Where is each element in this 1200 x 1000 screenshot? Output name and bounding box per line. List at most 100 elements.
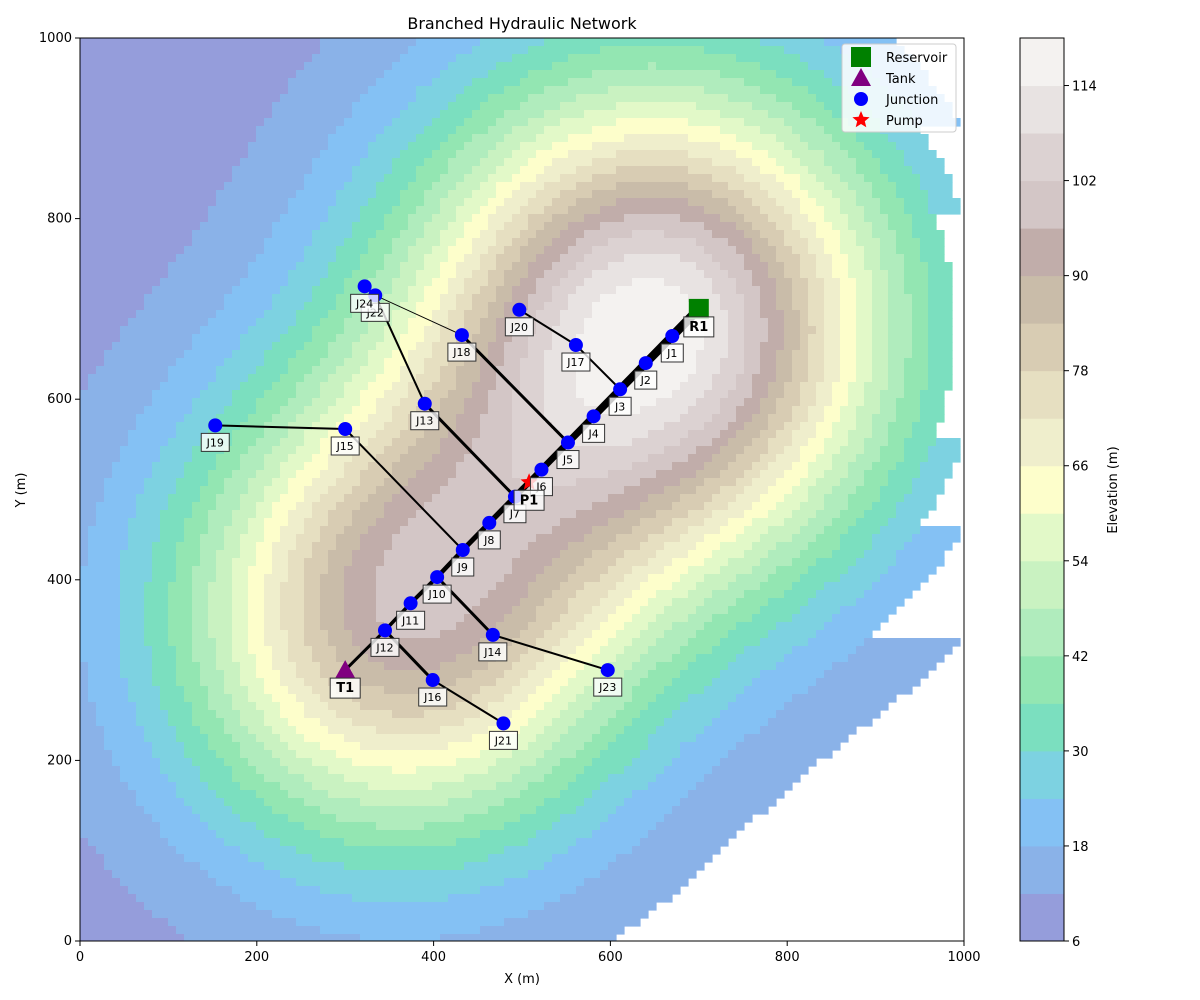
contour-cell bbox=[872, 502, 897, 511]
contour-cell bbox=[552, 294, 569, 303]
contour-cell bbox=[792, 462, 809, 471]
contour-cell bbox=[832, 422, 857, 431]
contour-cell bbox=[840, 446, 865, 455]
node-label-box bbox=[370, 637, 400, 657]
contour-cell bbox=[344, 470, 361, 479]
contour-cell bbox=[680, 750, 729, 759]
contour-cell bbox=[304, 630, 329, 639]
contour-cell bbox=[296, 470, 321, 479]
contour-cell bbox=[680, 798, 777, 807]
contour-cell bbox=[536, 134, 569, 143]
contour-cell bbox=[592, 550, 625, 559]
node-label-box bbox=[478, 642, 508, 662]
contour-cell bbox=[256, 654, 273, 663]
contour-cell bbox=[600, 782, 649, 791]
contour-cell bbox=[312, 478, 337, 487]
contour-cell bbox=[264, 390, 297, 399]
contour-cell bbox=[232, 606, 249, 615]
contour-cell bbox=[232, 174, 305, 183]
contour-cell bbox=[392, 158, 425, 167]
contour-cell bbox=[864, 382, 889, 391]
contour-cell bbox=[552, 558, 585, 567]
colorbar-band bbox=[1020, 655, 1064, 704]
contour-cell bbox=[856, 350, 873, 359]
pipe-J19-J15 bbox=[214, 424, 347, 430]
contour-cell bbox=[384, 214, 409, 223]
contour-cell bbox=[80, 358, 105, 367]
contour-cell bbox=[928, 382, 953, 391]
contour-cell bbox=[496, 582, 529, 591]
contour-cell bbox=[224, 798, 265, 807]
contour-cell bbox=[384, 222, 409, 231]
contour-cell bbox=[352, 510, 385, 519]
contour-cell bbox=[424, 286, 449, 295]
contour-cell bbox=[688, 134, 737, 143]
contour-cell bbox=[560, 278, 585, 287]
contour-cell bbox=[88, 542, 129, 551]
contour-cell bbox=[176, 846, 241, 855]
contour-cell bbox=[808, 486, 833, 495]
contour-cell bbox=[856, 374, 873, 383]
contour-cell bbox=[208, 822, 257, 831]
contour-cell bbox=[816, 222, 833, 231]
contour-cell bbox=[888, 294, 913, 303]
contour-cell bbox=[264, 742, 289, 751]
contour-cell bbox=[536, 662, 561, 671]
contour-cell bbox=[752, 382, 769, 391]
contour-cell bbox=[264, 582, 281, 591]
contour-cell bbox=[464, 326, 481, 335]
contour-cell bbox=[784, 702, 889, 711]
contour-cell bbox=[320, 150, 369, 159]
contour-cell bbox=[240, 662, 257, 671]
contour-cell bbox=[512, 566, 545, 575]
contour-cell bbox=[424, 294, 441, 303]
node-label-box bbox=[418, 687, 448, 707]
contour-cell bbox=[816, 390, 833, 399]
contour-cell bbox=[664, 566, 689, 575]
contour-cell bbox=[696, 542, 721, 551]
contour-cell bbox=[776, 542, 809, 551]
contour-cell bbox=[840, 302, 857, 311]
contour-cell bbox=[544, 182, 577, 191]
contour-cell bbox=[496, 654, 521, 663]
contour-cell bbox=[424, 254, 449, 263]
contour-cell bbox=[760, 638, 809, 647]
contour-cell bbox=[344, 278, 369, 287]
legend-marker bbox=[851, 68, 871, 86]
contour-cell bbox=[888, 358, 905, 367]
contour-cell bbox=[856, 558, 897, 567]
contour-cell bbox=[808, 302, 825, 311]
contour-cell bbox=[568, 134, 625, 143]
contour-cell bbox=[928, 262, 953, 271]
contour-cell bbox=[304, 558, 329, 567]
contour-cell bbox=[816, 422, 833, 431]
node-label-text: J2 bbox=[640, 374, 651, 387]
contour-cell bbox=[192, 622, 209, 631]
contour-cell bbox=[120, 598, 145, 607]
contour-cell bbox=[80, 414, 137, 423]
contour-cell bbox=[704, 534, 737, 543]
junction-marker-J5 bbox=[560, 435, 575, 450]
contour-cell bbox=[144, 638, 169, 647]
contour-cell bbox=[288, 638, 305, 647]
contour-cell bbox=[856, 198, 881, 207]
contour-cell bbox=[264, 638, 289, 647]
contour-cell bbox=[640, 630, 665, 639]
contour-cell bbox=[784, 518, 809, 527]
contour-cell bbox=[192, 406, 225, 415]
contour-cell bbox=[328, 310, 353, 319]
contour-cell bbox=[632, 662, 657, 671]
contour-cell bbox=[920, 246, 945, 255]
contour-cell bbox=[744, 254, 761, 263]
contour-cell bbox=[872, 190, 897, 199]
contour-cell bbox=[840, 246, 865, 255]
contour-cell bbox=[720, 126, 761, 135]
contour-cell bbox=[80, 454, 121, 463]
contour-cell bbox=[376, 230, 401, 239]
contour-cell bbox=[80, 238, 193, 247]
contour-cell bbox=[80, 70, 297, 79]
contour-cell bbox=[224, 294, 273, 303]
contour-cell bbox=[216, 462, 241, 471]
contour-cell bbox=[696, 446, 721, 455]
contour-cell bbox=[376, 134, 417, 143]
